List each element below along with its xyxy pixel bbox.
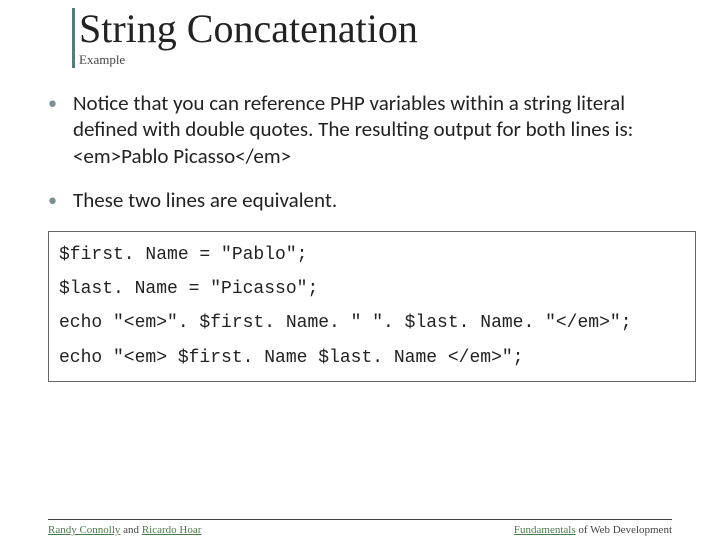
- footer-and: and: [120, 524, 141, 536]
- footer-authors: Randy Connolly and Ricardo Hoar: [48, 524, 201, 536]
- code-line: $last. Name = "Picasso";: [59, 272, 685, 306]
- content-area: • Notice that you can reference PHP vari…: [48, 90, 672, 213]
- bullet-item: • Notice that you can reference PHP vari…: [48, 90, 672, 169]
- title-block: String Concatenation Example: [72, 8, 720, 68]
- bullet-marker-icon: •: [48, 189, 57, 211]
- bullet-text: Notice that you can reference PHP variab…: [73, 90, 672, 169]
- slide-title: String Concatenation: [79, 8, 720, 50]
- author-link[interactable]: Randy Connolly: [48, 524, 120, 536]
- bullet-item: • These two lines are equivalent.: [48, 187, 672, 213]
- footer-book-title: Fundamentals of Web Development: [514, 524, 672, 536]
- book-suffix: of Web Development: [576, 524, 672, 536]
- bullet-text: These two lines are equivalent.: [73, 187, 337, 213]
- footer: Randy Connolly and Ricardo Hoar Fundamen…: [48, 519, 672, 536]
- code-line: echo "<em> $first. Name $last. Name </em…: [59, 341, 685, 375]
- code-line: echo "<em>". $first. Name. " ". $last. N…: [59, 306, 685, 340]
- slide-subtitle: Example: [79, 52, 720, 68]
- book-link[interactable]: Fundamentals: [514, 524, 576, 536]
- bullet-marker-icon: •: [48, 92, 57, 114]
- slide: String Concatenation Example • Notice th…: [0, 8, 720, 548]
- code-example-box: $first. Name = "Pablo"; $last. Name = "P…: [48, 231, 696, 382]
- author-link[interactable]: Ricardo Hoar: [142, 524, 202, 536]
- code-line: $first. Name = "Pablo";: [59, 238, 685, 272]
